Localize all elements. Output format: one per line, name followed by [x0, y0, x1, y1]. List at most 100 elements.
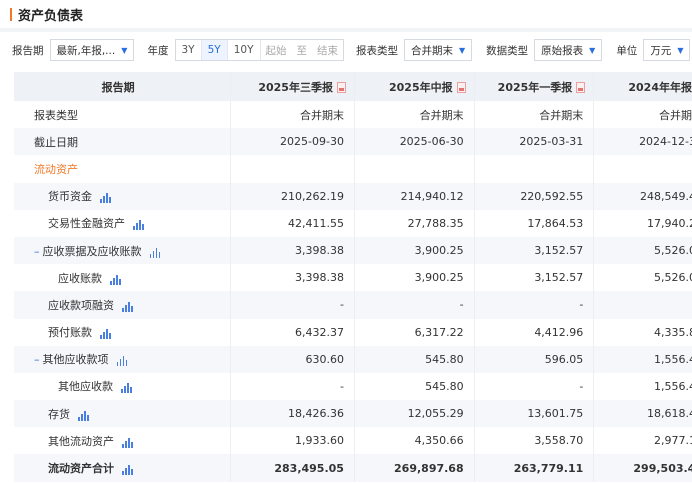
value-cell: 2025-09-30: [230, 128, 355, 156]
header-period: 报告期: [14, 72, 232, 101]
start-input[interactable]: 起始: [265, 44, 287, 57]
value-cell: 17,864.53: [474, 209, 595, 237]
row-label-cell: 预付账款: [14, 318, 232, 346]
row-label-cell: – 应收票据及应收账款: [14, 236, 232, 265]
row-label-cell: 流动资产合计: [14, 454, 232, 482]
table-row: 其他应收款-545.80-1,556.43: [14, 372, 692, 401]
table-row: 其他流动资产 1,933.604,350.663,558.702,977.13: [14, 427, 692, 455]
value-cell: -: [230, 291, 355, 319]
pdf-icon[interactable]: [336, 82, 346, 93]
value-cell: 18,426.36: [230, 400, 355, 428]
column-title: 2024年年报: [628, 80, 692, 94]
period-value: 最新,年报,...: [56, 44, 116, 57]
value-cell: 2024-12-31: [593, 128, 692, 156]
column-title: 2025年三季报: [258, 80, 333, 94]
row-label: 截止日期: [34, 135, 78, 149]
bar-chart-icon[interactable]: [121, 380, 133, 394]
pdf-icon[interactable]: [576, 82, 586, 93]
bar-chart-icon[interactable]: [149, 245, 162, 258]
value-cell: 6,432.37: [230, 318, 355, 346]
row-label-cell: 报表类型: [14, 101, 232, 129]
row-label-cell: 货币资金: [14, 182, 232, 210]
row-label-cell: 交易性金融资产: [14, 209, 232, 237]
value-cell: 3,398.38: [230, 264, 355, 292]
table-row: 应收账款 3,398.383,900.253,152.575,526.03: [14, 264, 692, 292]
bar-chart-icon[interactable]: [78, 408, 90, 421]
value-cell: 3,900.25: [354, 264, 475, 292]
column-title: 2025年中报: [389, 80, 453, 94]
value-cell: 596.05: [474, 345, 595, 373]
row-label: 应收票据及应收账款: [42, 244, 142, 258]
collapse-icon[interactable]: –: [34, 353, 40, 367]
report-type-select[interactable]: 合并期末 ▼: [404, 39, 473, 61]
value-cell: 3,152.57: [474, 236, 595, 265]
row-label-cell: 截止日期: [14, 128, 232, 156]
value-cell: 42,411.55: [230, 209, 355, 237]
bar-chart-icon[interactable]: [122, 462, 134, 476]
pdf-icon[interactable]: [456, 82, 466, 93]
bar-chart-icon[interactable]: [100, 190, 112, 204]
value-cell: 12,055.29: [354, 400, 475, 428]
year-range-selector: 3Y 5Y 10Y 起始 至 结束: [174, 39, 344, 61]
end-input[interactable]: 结束: [317, 44, 338, 57]
value-cell: -: [593, 291, 692, 319]
row-label: 报表类型: [34, 108, 78, 122]
value-cell: 4,350.66: [354, 427, 475, 455]
value-cell: [354, 155, 475, 183]
value-cell: 545.80: [354, 345, 475, 373]
bar-chart-icon[interactable]: [133, 217, 145, 231]
row-label: 流动资产合计: [48, 462, 114, 476]
value-cell: -: [354, 291, 475, 319]
bar-chart-icon[interactable]: [100, 326, 112, 340]
value-cell: 263,779.11: [474, 454, 595, 482]
value-cell: 214,940.12: [354, 182, 475, 210]
collapse-icon[interactable]: –: [34, 244, 40, 258]
bar-chart-icon[interactable]: [122, 299, 134, 312]
value-cell: [474, 155, 595, 183]
row-label: 货币资金: [48, 190, 92, 204]
value-cell: 1,556.43: [593, 345, 692, 373]
value-cell: 2025-03-31: [474, 128, 595, 156]
value-cell: 3,558.70: [474, 427, 595, 455]
row-label: 应收账款: [58, 271, 102, 285]
value-cell: 合并期末: [593, 101, 692, 129]
value-cell: 17,940.21: [593, 209, 692, 237]
chevron-down-icon: ▼: [589, 45, 596, 55]
table-row: 报表类型合并期末合并期末合并期末合并期末: [14, 101, 692, 129]
year-10y-button[interactable]: 10Y: [228, 40, 261, 60]
unit-select[interactable]: 万元 ▼: [643, 39, 691, 61]
value-cell: 210,262.19: [230, 182, 355, 210]
chevron-down-icon: ▼: [677, 45, 684, 55]
balance-sheet-table: 报告期 2025年三季报 2025年中报 2025年一季报 2024年年报 报表类型 合…: [14, 72, 692, 482]
table-row: 流动资产合计 283,495.05 269,897.68 263,779.11 299,…: [14, 454, 692, 482]
report-type-value: 合并期末: [411, 44, 453, 57]
chevron-down-icon: ▼: [121, 45, 128, 55]
bar-chart-icon[interactable]: [116, 353, 129, 367]
data-type-select[interactable]: 原始报表 ▼: [534, 39, 603, 61]
value-cell: 1,556.43: [593, 372, 692, 401]
value-cell: -: [230, 372, 355, 401]
table-row: 交易性金融资产 42,411.55 27,788.35 17,864.53 17,940…: [14, 209, 692, 237]
bar-chart-icon[interactable]: [122, 435, 134, 448]
row-label: 预付账款: [48, 326, 92, 340]
data-type-value: 原始报表: [541, 44, 584, 57]
year-5y-button[interactable]: 5Y: [201, 40, 228, 60]
year-3y-button[interactable]: 3Y: [176, 40, 202, 60]
row-label-cell: 应收款项融资: [14, 291, 232, 319]
bar-chart-icon[interactable]: [110, 272, 122, 285]
row-label: 应收款项融资: [48, 298, 114, 312]
value-cell: 630.60: [230, 345, 355, 373]
page-title: 资产负债表: [18, 8, 84, 24]
row-label-cell: 应收账款: [14, 264, 232, 292]
value-cell: 6,317.22: [354, 318, 475, 346]
value-cell: -: [474, 291, 595, 319]
value-cell: 合并期末: [230, 101, 355, 129]
value-cell: 3,152.57: [474, 264, 595, 292]
period-select[interactable]: 最新,年报,... ▼: [49, 39, 134, 61]
period-label: 报告期: [12, 44, 44, 57]
value-cell: 283,495.05: [230, 454, 355, 482]
report-type-label: 报表类型: [356, 44, 398, 57]
row-label-cell: 其他应收款: [14, 372, 232, 401]
